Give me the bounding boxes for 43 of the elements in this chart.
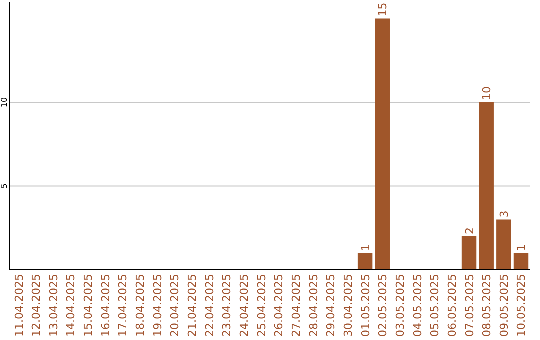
x-tick-label: 13.04.2025	[47, 274, 60, 337]
data-label: 2	[463, 228, 476, 234]
data-label: 10	[480, 86, 494, 100]
x-tick-label: 08.05.2025	[480, 274, 494, 337]
bar	[514, 253, 529, 270]
x-tick-label: 07.05.2025	[463, 274, 476, 337]
bar	[479, 102, 494, 270]
x-tick-label: 02.05.2025	[376, 274, 390, 337]
x-tick-label: 23.04.2025	[220, 274, 234, 337]
x-tick-label: 17.04.2025	[116, 274, 130, 337]
x-tick-label: 03.05.2025	[394, 274, 407, 337]
bar	[375, 18, 390, 270]
x-tick-label: 10.05.2025	[515, 274, 528, 337]
x-tick-label: 21.04.2025	[186, 274, 200, 337]
x-tick-label: 27.04.2025	[290, 274, 303, 337]
x-tick-label: 22.04.2025	[203, 274, 216, 337]
x-tick-label: 14.04.2025	[64, 274, 78, 337]
x-tick-label: 01.05.2025	[359, 274, 372, 337]
x-tick-label: 25.04.2025	[255, 274, 268, 337]
x-tick-label: 16.04.2025	[99, 274, 112, 337]
x-tick-label: 11.04.2025	[12, 274, 26, 337]
x-tick-label: 28.04.2025	[307, 274, 320, 337]
data-label: 15	[376, 2, 390, 17]
x-tick-label: 19.04.2025	[151, 274, 164, 337]
x-tick-label: 29.04.2025	[324, 274, 338, 337]
x-tick-label: 24.04.2025	[238, 274, 252, 337]
x-tick-label: 09.05.2025	[498, 274, 511, 337]
data-label: 1	[359, 244, 372, 252]
x-tick-label: 26.04.2025	[272, 274, 286, 337]
bar	[462, 236, 477, 270]
bar	[358, 253, 373, 270]
x-tick-label: 12.04.2025	[30, 274, 44, 337]
x-tick-label: 15.04.2025	[82, 274, 96, 337]
x-tick-label: 04.05.2025	[411, 274, 424, 337]
x-tick-label: 18.04.2025	[134, 274, 148, 337]
y-tick-label: 5	[0, 184, 9, 189]
x-tick-label: 05.05.2025	[428, 274, 442, 337]
x-tick-label: 30.04.2025	[342, 274, 355, 337]
data-label: 1	[515, 244, 528, 252]
data-label: 3	[498, 210, 511, 218]
x-tick-label: 06.05.2025	[446, 274, 459, 337]
x-tick-label: 20.04.2025	[168, 274, 182, 337]
bar	[496, 220, 512, 270]
